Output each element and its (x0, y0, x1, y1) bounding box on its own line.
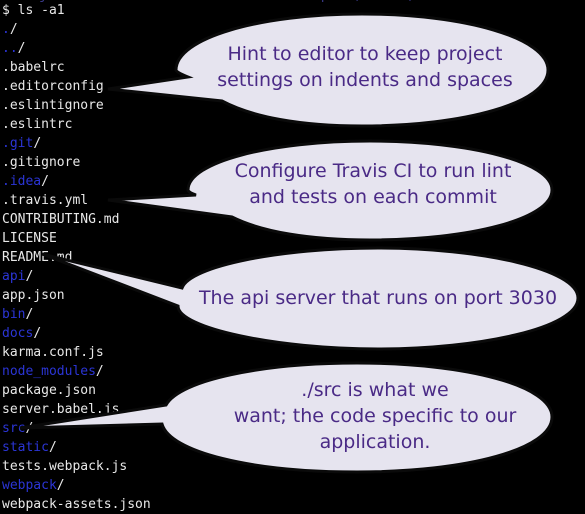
directory-entry: static/ (2, 438, 57, 457)
callout-text-editorconfig: Hint to editor to keep project settings … (217, 43, 513, 91)
directory-slash: / (56, 478, 65, 493)
file-entry: package.json (2, 383, 96, 398)
directory-slash: / (41, 174, 49, 189)
callout-bubble-travis (107, 139, 554, 242)
file-entry: .babelrc (2, 60, 65, 75)
callout-text-travis: Configure Travis CI to run lint and test… (234, 160, 512, 208)
directory-entry: ./ (2, 20, 18, 39)
directory-slash: / (48, 440, 57, 455)
directory-entry: api/ (2, 267, 33, 286)
directory-slash: / (25, 307, 34, 322)
directory-entry: .idea/ (2, 172, 49, 191)
directory-slash: / (9, 22, 18, 37)
callout-bubble-api (41, 246, 580, 351)
file-entry: server.babel.js (2, 402, 120, 417)
directory-slash: / (33, 136, 42, 151)
directory-entry: bin/ (2, 305, 33, 324)
directory-name: api (2, 269, 26, 284)
directory-entry: .git/ (2, 134, 41, 153)
file-entry: CONTRIBUTING.md (2, 212, 120, 227)
directory-name: . (2, 22, 10, 37)
file-entry: .editorconfig (2, 79, 104, 94)
file-entry: .eslintrc (2, 117, 73, 132)
directory-slash: / (25, 269, 34, 284)
callout-bubble-src (19, 361, 554, 474)
directory-slash: / (17, 41, 26, 56)
file-entry: tests.webpack.js (2, 459, 128, 474)
directory-name: node_modules (2, 364, 96, 379)
directory-entry: node_modules/ (2, 362, 104, 381)
file-entry: app.json (2, 288, 65, 303)
file-entry: .gitignore (2, 155, 81, 170)
callout-bubble-editorconfig (107, 12, 550, 128)
file-entry: karma.conf.js (2, 345, 104, 360)
file-entry: LICENSE (2, 231, 57, 246)
file-entry: webpack-assets.json (2, 497, 151, 512)
file-entry: .eslintignore (2, 98, 104, 113)
directory-name: docs (2, 326, 34, 341)
file-entry: README.md (2, 250, 73, 265)
directory-name: .idea (2, 174, 42, 189)
terminal-prompt-line: $ ls -a1 (2, 3, 65, 18)
directory-name: .git (2, 136, 34, 151)
directory-name: webpack (2, 478, 57, 493)
directory-slash: / (95, 364, 104, 379)
directory-name: src (2, 421, 26, 436)
directory-entry: docs/ (2, 324, 41, 343)
callout-text-src: ./src is what we want; the code specific… (233, 379, 517, 453)
directory-name: bin (2, 307, 26, 322)
previous-prompt-fragment: ~/Projects/react-redux-universal-hot-exa… (0, 0, 415, 5)
callout-text-api: The api server that runs on port 3030 (198, 287, 558, 309)
directory-entry: webpack/ (2, 476, 65, 495)
directory-name: .. (2, 41, 18, 56)
directory-name: static (2, 440, 49, 455)
file-entry: .travis.yml (2, 193, 89, 208)
directory-entry: ../ (2, 39, 25, 58)
directory-slash: / (33, 326, 42, 341)
